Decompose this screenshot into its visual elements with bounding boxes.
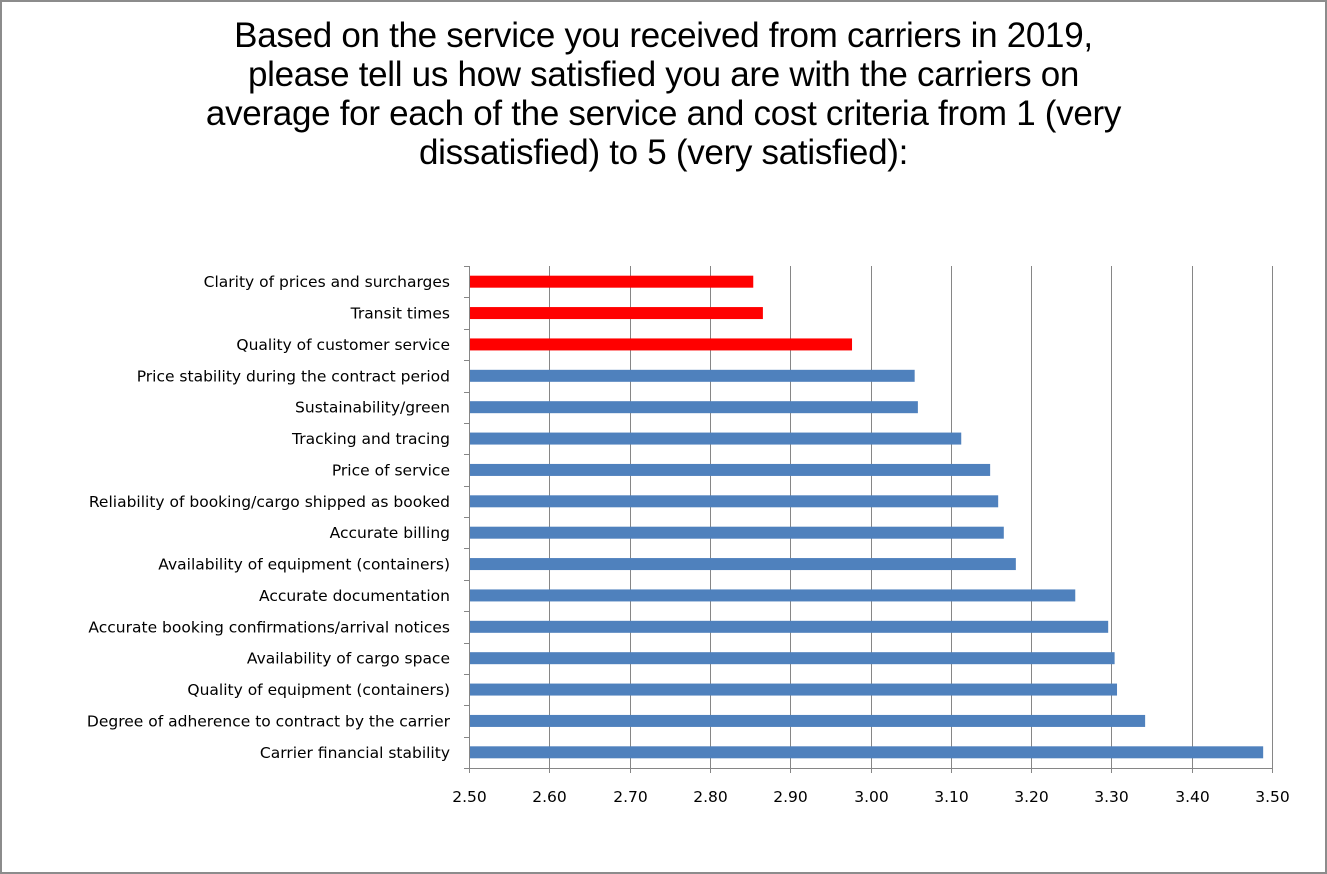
chart-title-line: average for each of the service and cost… [205, 94, 1122, 133]
category-label: Availability of equipment (containers) [158, 556, 450, 574]
x-tick-label: 3.50 [1255, 788, 1290, 806]
bar [470, 401, 918, 414]
x-tick-label: 3.20 [1014, 788, 1049, 806]
category-label: Availability of cargo space [247, 650, 450, 668]
category-label: Sustainability/green [295, 399, 450, 417]
x-tick-label: 3.30 [1094, 788, 1129, 806]
category-label: Clarity of prices and surcharges [204, 273, 450, 291]
bar [470, 683, 1118, 696]
x-tick-label: 3.00 [854, 788, 889, 806]
x-tick-label: 2.80 [693, 788, 728, 806]
x-tick-label: 2.60 [532, 788, 567, 806]
x-tick-label: 3.40 [1175, 788, 1210, 806]
bar [470, 275, 754, 288]
bar [470, 495, 999, 508]
y-axis [464, 266, 1272, 769]
category-label: Quality of customer service [236, 336, 450, 354]
x-tick-labels: 2.50 2.60 2.70 2.80 2.90 3.00 3.10 3.20 3.30 3.40… [452, 788, 1290, 806]
category-label: Degree of adherence to contract by the c… [87, 712, 451, 730]
category-label: Carrier financial stability [260, 744, 450, 762]
category-label: Tracking and tracing [291, 430, 450, 448]
bar [470, 307, 763, 320]
bar [470, 652, 1115, 665]
bar [470, 369, 915, 382]
bar [470, 714, 1146, 727]
x-tick-label: 2.70 [613, 788, 648, 806]
category-label: Quality of equipment (containers) [187, 681, 450, 699]
bar [470, 746, 1264, 759]
chart-title-line: please tell us how satisfied you are wit… [247, 55, 1080, 94]
category-label: Accurate booking confirmations/arrival n… [88, 618, 450, 636]
bar [470, 526, 1004, 539]
category-label: Accurate billing [330, 524, 450, 542]
bar [470, 620, 1109, 633]
bar [470, 589, 1076, 602]
bars [470, 275, 1264, 759]
chart-title: Based on the service you received from c… [80, 16, 1247, 172]
x-tick-label: 3.10 [934, 788, 969, 806]
category-label: Price of service [332, 461, 450, 479]
x-tick-label: 2.50 [452, 788, 487, 806]
chart-title-line: Based on the service you received from c… [234, 16, 1093, 55]
bar [470, 463, 991, 476]
category-label: Accurate documentation [259, 587, 450, 605]
x-tick-label: 2.90 [773, 788, 808, 806]
category-label: Price stability during the contract peri… [137, 367, 450, 385]
bar [470, 338, 853, 351]
category-labels: Clarity of prices and surcharges Transit … [87, 273, 451, 762]
bar [470, 558, 1016, 571]
category-label: Reliability of booking/cargo shipped as … [89, 493, 450, 511]
chart-title-line: dissatisfied) to 5 (very satisfied): [418, 133, 909, 172]
bar [470, 432, 962, 445]
category-label: Transit times [350, 305, 450, 323]
